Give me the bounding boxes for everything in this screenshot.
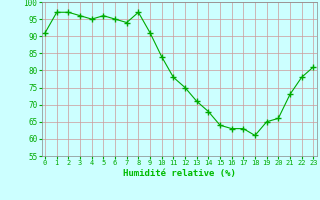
X-axis label: Humidité relative (%): Humidité relative (%): [123, 169, 236, 178]
